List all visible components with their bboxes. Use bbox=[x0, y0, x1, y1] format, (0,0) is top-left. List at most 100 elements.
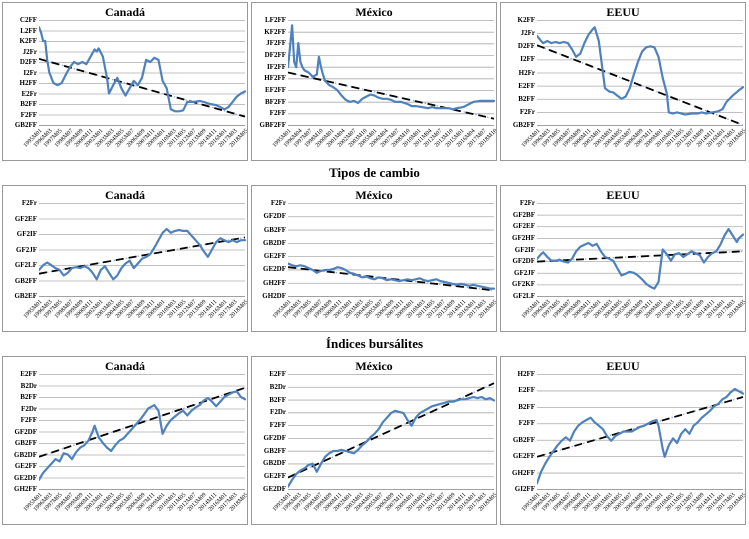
y-axis-tick-label: GB2DF bbox=[263, 459, 286, 468]
data-series-line bbox=[39, 227, 247, 281]
y-axis-tick-label: E2FF bbox=[20, 370, 37, 378]
chart-title: Canadá bbox=[104, 359, 145, 373]
y-axis-tick-label: F2FF bbox=[518, 419, 535, 428]
y-axis-tick-label: IF2FF bbox=[266, 62, 286, 71]
chart-panel-canad-row3: Canadá E2FF B2Dr B2FF F2Dr F2FF GF2DF GB2FF GB2D… bbox=[2, 356, 248, 525]
y-axis-tick-label: H2FF bbox=[19, 79, 38, 87]
data-series-line bbox=[537, 26, 745, 116]
y-axis-tick-label: GB2DF bbox=[263, 238, 286, 247]
y-axis-tick-label: E2FF bbox=[269, 370, 286, 378]
chart-body: H2FF E2FF B2FF F2FF GB2FF GE2FF GH2FF GI2FF bbox=[501, 370, 745, 493]
y-axis-tick-label: F2FF bbox=[20, 110, 37, 119]
y-axis-tick-label: GF2DF bbox=[512, 257, 535, 266]
x-axis-labels: 1995M01 1996M03 1997M05 1998M07 1999M09 2000M… bbox=[252, 490, 496, 527]
y-axis-tick-label: GB2FF bbox=[512, 435, 535, 444]
y-axis-tick-label: I2Fr bbox=[23, 68, 37, 77]
y-axis-tick-label: B2FF bbox=[518, 94, 535, 103]
y-axis-tick-label: GB2FF bbox=[263, 225, 286, 234]
data-series-line bbox=[288, 24, 496, 111]
chart-panel-canad-row1: Canadá C2FF L2FF K2FF J2Fr D2FF I2Fr H2FF E2Fr B2… bbox=[2, 2, 248, 161]
x-axis-labels: 1995M01 1996M04 1997M07 1998M10 2000M01 2001M… bbox=[252, 126, 496, 163]
x-axis-labels: 1995M01 1996M03 1997M05 1998M07 1999M09 2000M… bbox=[3, 297, 247, 334]
y-axis-tick-label: B2Dr bbox=[20, 381, 37, 390]
y-axis-tick-label: LF2FF bbox=[265, 16, 286, 24]
y-axis-tick-label: B2FF bbox=[269, 395, 286, 404]
y-axis-tick-label: GF2LF bbox=[14, 261, 37, 269]
chart-panel-mxico-row1: México LF2FF KF2FF JF2FF DF2FF IF2FF HF2FF EF2F… bbox=[251, 2, 497, 161]
data-series-line bbox=[537, 387, 745, 485]
chart-title: México bbox=[355, 188, 393, 202]
y-axis-tick-label: I2FF bbox=[520, 55, 535, 64]
y-axis-labels: E2FF B2Dr B2FF F2Dr F2FF GF2DF GB2FF GB2DF GE2FF… bbox=[252, 370, 288, 493]
y-axis-tick-label: K2FF bbox=[517, 16, 536, 24]
y-axis-tick-label: GH2FF bbox=[14, 485, 37, 493]
plot-area bbox=[288, 20, 496, 126]
y-axis-tick-label: GB2FF bbox=[14, 276, 37, 285]
charts-row-2: Canadá F2Fr GF2EF GF2IF GF2JF GF2LF GB2FF GB2EF… bbox=[2, 185, 747, 332]
data-series-line bbox=[39, 390, 247, 481]
y-axis-tick-label: J2Fr bbox=[22, 47, 37, 56]
data-series-line bbox=[39, 26, 247, 113]
trendline-dashed bbox=[39, 57, 246, 118]
y-axis-tick-label: L2FF bbox=[20, 26, 37, 35]
y-axis-tick-label: GB2FF bbox=[263, 446, 286, 455]
y-axis-tick-label: D2FF bbox=[517, 42, 535, 51]
y-axis-tick-label: GF2JF bbox=[16, 245, 37, 254]
trendline-dashed bbox=[288, 266, 495, 292]
y-axis-tick-label: GE2FF bbox=[512, 452, 535, 461]
y-axis-tick-label: GB2DF bbox=[14, 450, 37, 459]
chart-panel-mxico-row3: México E2FF B2Dr B2FF F2Dr F2FF GF2DF GB2FF GB2D… bbox=[251, 356, 497, 525]
y-axis-tick-label: HF2FF bbox=[264, 74, 286, 83]
y-axis-tick-label: H2FF bbox=[517, 370, 536, 378]
charts-row-1: Canadá C2FF L2FF K2FF J2Fr D2FF I2Fr H2FF E2Fr B2… bbox=[2, 2, 747, 161]
plot-area bbox=[39, 203, 247, 297]
y-axis-tick-label: GH2FF bbox=[512, 468, 535, 477]
y-axis-tick-label: GH2FF bbox=[263, 278, 286, 287]
y-axis-labels: E2FF B2Dr B2FF F2Dr F2FF GF2DF GB2FF GB2DF GE2FF… bbox=[3, 370, 39, 493]
y-axis-tick-label: JF2FF bbox=[266, 39, 286, 48]
data-series-line bbox=[288, 262, 496, 290]
chart-body: K2FF J2Fr D2FF I2FF H2Fr E2FF B2FF F2Fr GB2FF bbox=[501, 16, 745, 129]
chart-title: EEUU bbox=[606, 5, 640, 19]
chart-panel-eeuu-row2: EEUU F2Fr GF2BF GF2EF GF2HF GF2IF GF2DF GF2JF GF… bbox=[500, 185, 746, 332]
chart-body: F2Fr GF2DF GB2FF GB2DF GE2FF GE2DF GH2FF GH2DF bbox=[252, 199, 496, 300]
y-axis-tick-label: GE2DF bbox=[263, 485, 286, 493]
y-axis-tick-label: GF2DF bbox=[263, 433, 286, 442]
y-axis-tick-label: GE2DF bbox=[263, 265, 286, 274]
plot-area bbox=[39, 374, 247, 490]
trendline-dashed bbox=[39, 386, 246, 458]
plot-area bbox=[288, 203, 496, 297]
y-axis-tick-label: GF2EF bbox=[14, 214, 37, 223]
x-axis-labels: 1995M01 1996M03 1997M05 1998M07 1999M09 2000M… bbox=[501, 126, 745, 163]
chart-body: C2FF L2FF K2FF J2Fr D2FF I2Fr H2FF E2Fr B2FF F2FF… bbox=[3, 17, 247, 129]
y-axis-tick-label: GF2HF bbox=[512, 233, 535, 242]
trendline-dashed bbox=[288, 71, 495, 120]
chart-body: F2Fr GF2BF GF2EF GF2HF GF2IF GF2DF GF2JF GF2KF G… bbox=[501, 200, 745, 300]
y-axis-tick-label: K2FF bbox=[19, 37, 38, 45]
chart-panel-mxico-row2: México F2Fr GF2DF GB2FF GB2DF GE2FF GE2DF GH2FF… bbox=[251, 185, 497, 332]
y-axis-tick-label: GF2DF bbox=[263, 212, 286, 221]
y-axis-labels: K2FF J2Fr D2FF I2FF H2Fr E2FF B2FF F2Fr GB2FF bbox=[501, 16, 537, 129]
x-axis-labels: 1995M01 1996M03 1997M05 1998M07 1999M09 2000M… bbox=[501, 490, 745, 527]
chart-title: Canadá bbox=[104, 188, 145, 202]
y-axis-tick-label: E2FF bbox=[518, 386, 535, 395]
chart-body: E2FF B2Dr B2FF F2Dr F2FF GF2DF GB2FF GB2DF GE2FF… bbox=[3, 370, 247, 493]
chart-panel-eeuu-row3: EEUU H2FF E2FF B2FF F2FF GB2FF GE2FF GH2FF GI2FF… bbox=[500, 356, 746, 525]
y-axis-labels: F2Fr GF2EF GF2IF GF2JF GF2LF GB2FF GB2EF bbox=[3, 200, 39, 300]
y-axis-tick-label: E2Fr bbox=[21, 89, 37, 98]
trendline-dashed bbox=[537, 250, 744, 263]
x-axis-labels: 1995M01 1996M03 1997M05 1998M07 1999M09 2000M… bbox=[501, 297, 745, 334]
y-axis-tick-label: D2FF bbox=[19, 58, 37, 66]
y-axis-tick-label: F2Fr bbox=[270, 199, 286, 207]
chart-panel-canad-row2: Canadá F2Fr GF2EF GF2IF GF2JF GF2LF GB2FF GB2EF… bbox=[2, 185, 248, 332]
plot-area bbox=[537, 374, 745, 490]
chart-title: EEUU bbox=[606, 188, 640, 202]
plot-area bbox=[537, 203, 745, 297]
y-axis-tick-label: B2FF bbox=[20, 100, 37, 108]
y-axis-tick-label: H2Fr bbox=[518, 68, 535, 77]
y-axis-tick-label: B2Dr bbox=[269, 382, 286, 391]
y-axis-tick-label: GF2BF bbox=[512, 210, 535, 219]
y-axis-tick-label: E2FF bbox=[518, 81, 535, 90]
data-series-line bbox=[537, 227, 745, 290]
section-title-tipos-de-cambio: Tipos de cambio bbox=[329, 165, 420, 180]
